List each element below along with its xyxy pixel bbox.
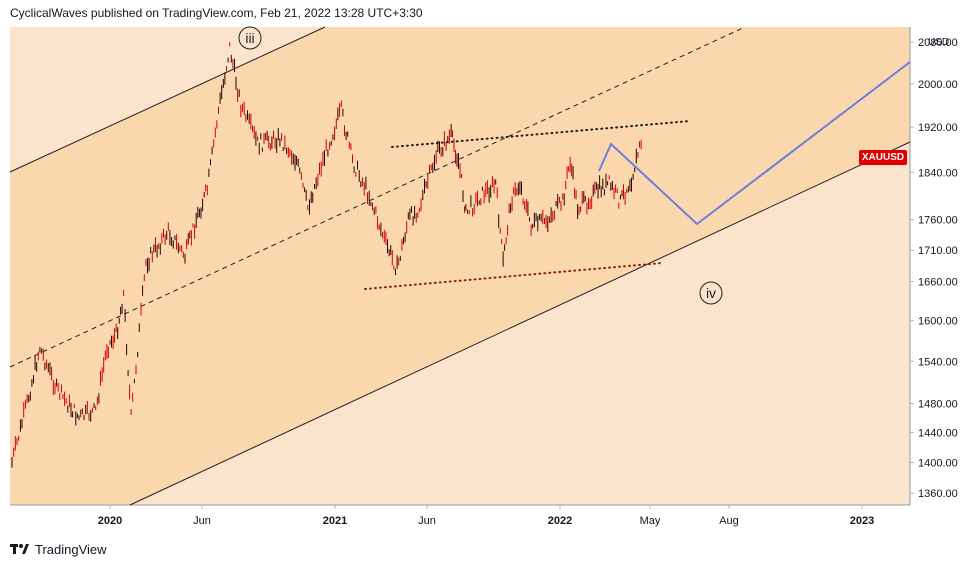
- y-tick-label: 2080.00: [918, 37, 958, 49]
- y-tick-label: 1760.00: [918, 215, 958, 227]
- x-tick-label: Aug: [719, 515, 739, 527]
- y-tick-label: 2000.00: [918, 79, 958, 91]
- lower-trendline: [129, 141, 911, 506]
- y-tick-label: 1920.00: [918, 122, 958, 134]
- x-tick-label: May: [640, 515, 661, 527]
- footer-brand[interactable]: TradingView: [35, 542, 107, 557]
- x-tick-label: Jun: [418, 515, 436, 527]
- y-tick-label: 1840.00: [918, 167, 958, 179]
- footer: TradingView: [10, 542, 107, 557]
- triangle-lower-line: [364, 262, 663, 290]
- y-tick-label: 1600.00: [918, 316, 958, 328]
- y-tick-label: 1540.00: [918, 356, 958, 368]
- x-tick-label: 2023: [850, 515, 874, 527]
- candles-group: [11, 42, 642, 468]
- y-tick-label: 1710.00: [918, 245, 958, 257]
- wave-iii-label: iii: [245, 30, 254, 46]
- publish-info: CyclicalWaves published on TradingView.c…: [10, 6, 423, 20]
- y-tick-label: 1480.00: [918, 398, 958, 410]
- y-tick-label: 1360.00: [918, 488, 958, 500]
- projection-path: [598, 61, 911, 226]
- x-tick-label: 2020: [98, 515, 122, 527]
- tradingview-logo-icon[interactable]: [10, 543, 30, 556]
- symbol-price-tag: XAUUSD: [859, 150, 907, 165]
- currency-label: USD: [928, 37, 949, 48]
- y-tick-label: 1400.00: [918, 457, 958, 469]
- y-tick-label: 1660.00: [918, 277, 958, 289]
- wave-iv-circle: [699, 281, 723, 305]
- wave-iii-circle: [238, 26, 262, 50]
- triangle-upper-line: [391, 120, 691, 148]
- upper-trendline: [9, 26, 326, 173]
- x-tick-label: Jun: [193, 515, 211, 527]
- x-tick-label: 2021: [323, 515, 347, 527]
- y-tick-label: 1440.00: [918, 428, 958, 440]
- channel-fill: [10, 27, 910, 505]
- x-tick-label: 2022: [548, 515, 572, 527]
- wave-iv-label: iv: [706, 285, 716, 301]
